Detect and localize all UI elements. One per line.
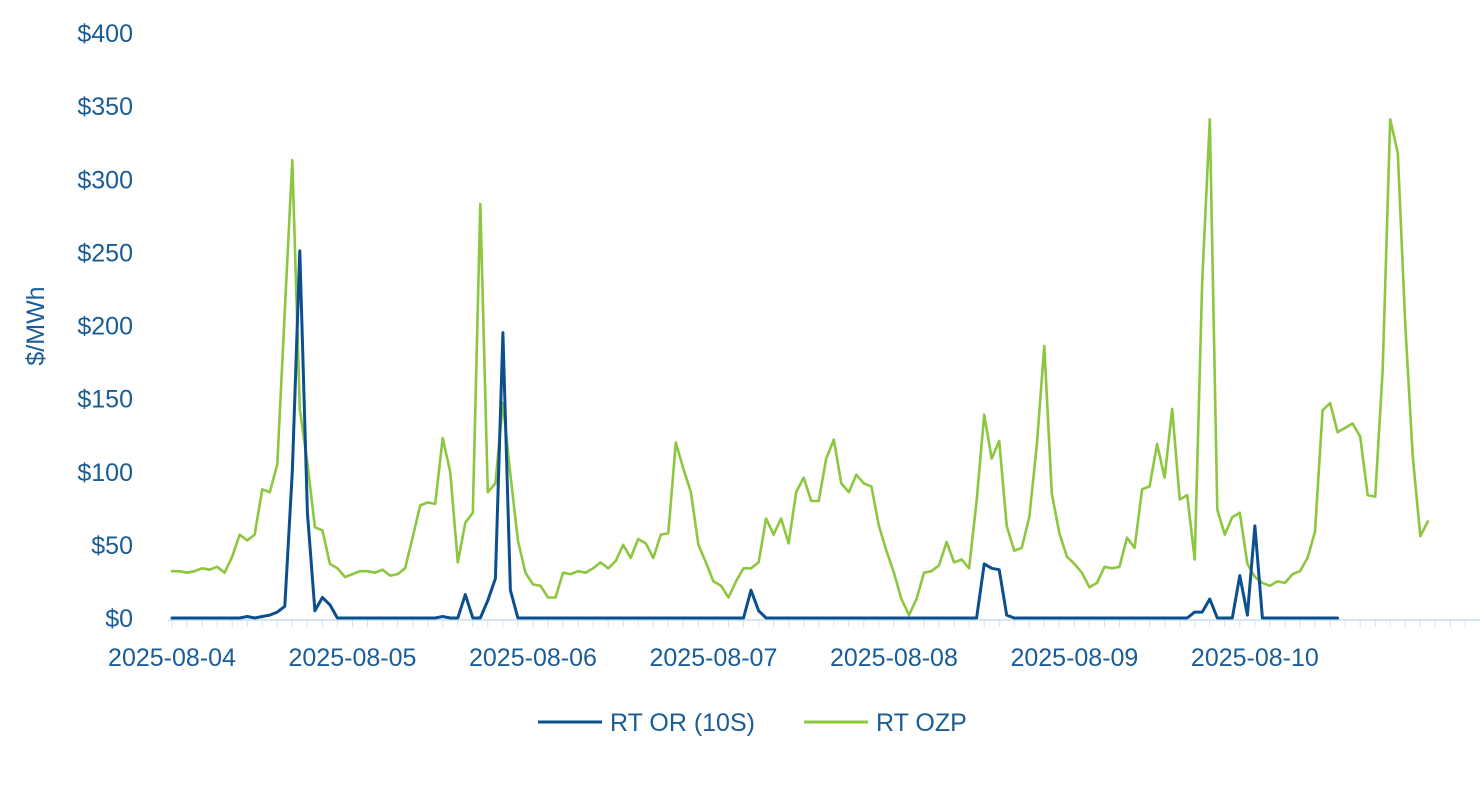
x-tick-label: 2025-08-07 [649,644,777,672]
x-tick-label: 2025-08-06 [469,644,597,672]
series-layer [170,118,1430,620]
x-tick-label: 2025-08-08 [830,644,958,672]
x-minor-ticks [171,620,1480,627]
x-tick-label: 2025-08-04 [108,644,236,672]
series-line-rt-ozp [170,118,1430,617]
legend: RT OR (10S) RT OZP [538,709,967,737]
y-tick-label: $150 [77,386,133,414]
y-axis-title: $/MWh [22,286,50,365]
y-tick-label: $50 [91,532,133,560]
x-tick-label: 2025-08-05 [289,644,417,672]
y-tick-label: $200 [77,313,133,341]
x-tick-label: 2025-08-10 [1191,644,1319,672]
y-tick-label: $300 [77,166,133,194]
legend-label: RT OZP [876,709,967,737]
y-tick-label: $0 [105,605,133,633]
x-tick-label: 2025-08-09 [1010,644,1138,672]
legend-item-rt-ozp: RT OZP [804,709,967,737]
x-axis: 2025-08-04 2025-08-05 2025-08-06 2025-08-07… [108,619,1480,672]
y-tick-label: $400 [77,20,133,48]
y-axis: $0 $50 $100 $150 $200 $250 $300 $350 $400 [77,20,133,633]
y-tick-label: $100 [77,459,133,487]
legend-item-rt-or-10s: RT OR (10S) [538,709,755,737]
y-tick-label: $250 [77,239,133,267]
y-tick-label: $350 [77,93,133,121]
legend-label: RT OR (10S) [610,709,755,737]
series-line-rt-or-10s [170,249,1340,620]
